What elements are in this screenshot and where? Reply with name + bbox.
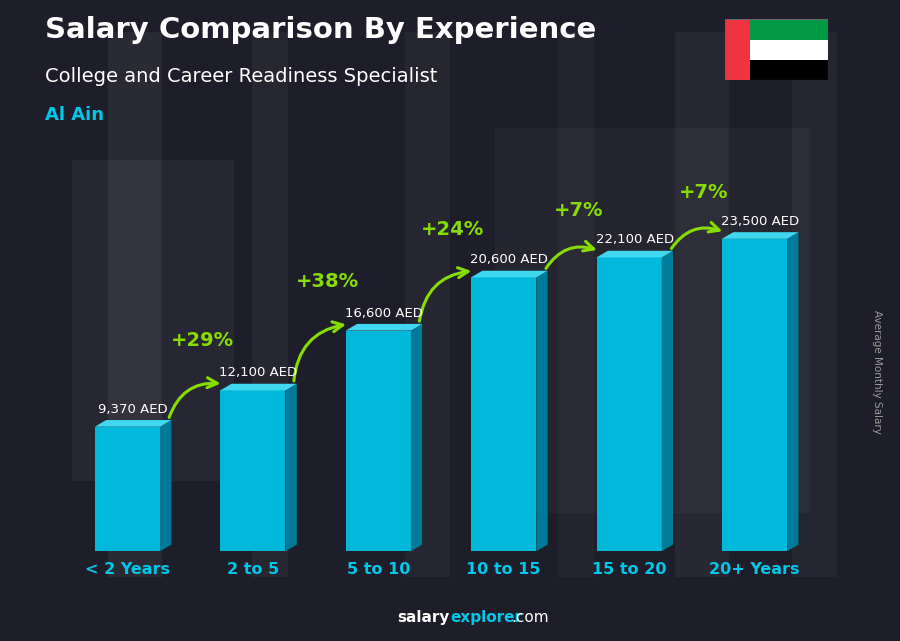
Bar: [751, 19, 828, 40]
Polygon shape: [471, 271, 547, 278]
Text: +7%: +7%: [554, 201, 603, 220]
Text: .com: .com: [511, 610, 549, 625]
Polygon shape: [536, 271, 547, 551]
Polygon shape: [411, 324, 422, 551]
Text: 9,370 AED: 9,370 AED: [98, 403, 168, 416]
Text: explorer: explorer: [450, 610, 522, 625]
Polygon shape: [597, 251, 673, 258]
Bar: [724, 19, 751, 80]
Text: 23,500 AED: 23,500 AED: [721, 215, 799, 228]
Bar: [751, 60, 828, 80]
Text: 22,100 AED: 22,100 AED: [596, 233, 674, 247]
Bar: [405, 32, 450, 577]
Bar: [94, 427, 160, 551]
Text: Average Monthly Salary: Average Monthly Salary: [872, 310, 883, 434]
Polygon shape: [220, 384, 297, 390]
Polygon shape: [722, 232, 798, 239]
Text: Al Ain: Al Ain: [45, 106, 104, 124]
Polygon shape: [346, 324, 422, 331]
Polygon shape: [94, 420, 171, 427]
Bar: [471, 278, 536, 551]
Bar: [675, 32, 729, 577]
Bar: [558, 32, 594, 577]
Text: 20,600 AED: 20,600 AED: [471, 253, 548, 267]
Polygon shape: [788, 232, 798, 551]
Text: +38%: +38%: [296, 272, 359, 291]
Polygon shape: [160, 420, 171, 551]
Bar: [72, 160, 234, 481]
Text: 16,600 AED: 16,600 AED: [345, 306, 423, 320]
Bar: [495, 128, 810, 513]
Bar: [597, 258, 662, 551]
Polygon shape: [662, 251, 673, 551]
Polygon shape: [285, 384, 297, 551]
Text: Salary Comparison By Experience: Salary Comparison By Experience: [45, 16, 596, 44]
Text: +7%: +7%: [679, 183, 728, 203]
Text: 12,100 AED: 12,100 AED: [220, 367, 298, 379]
Text: +24%: +24%: [421, 220, 484, 239]
Bar: [108, 32, 162, 577]
Bar: [751, 40, 828, 60]
Bar: [722, 239, 788, 551]
Text: salary: salary: [398, 610, 450, 625]
Bar: [220, 390, 285, 551]
Bar: [252, 32, 288, 577]
Bar: [792, 32, 837, 577]
Bar: [346, 331, 411, 551]
Text: College and Career Readiness Specialist: College and Career Readiness Specialist: [45, 67, 437, 87]
Text: +29%: +29%: [170, 331, 234, 350]
